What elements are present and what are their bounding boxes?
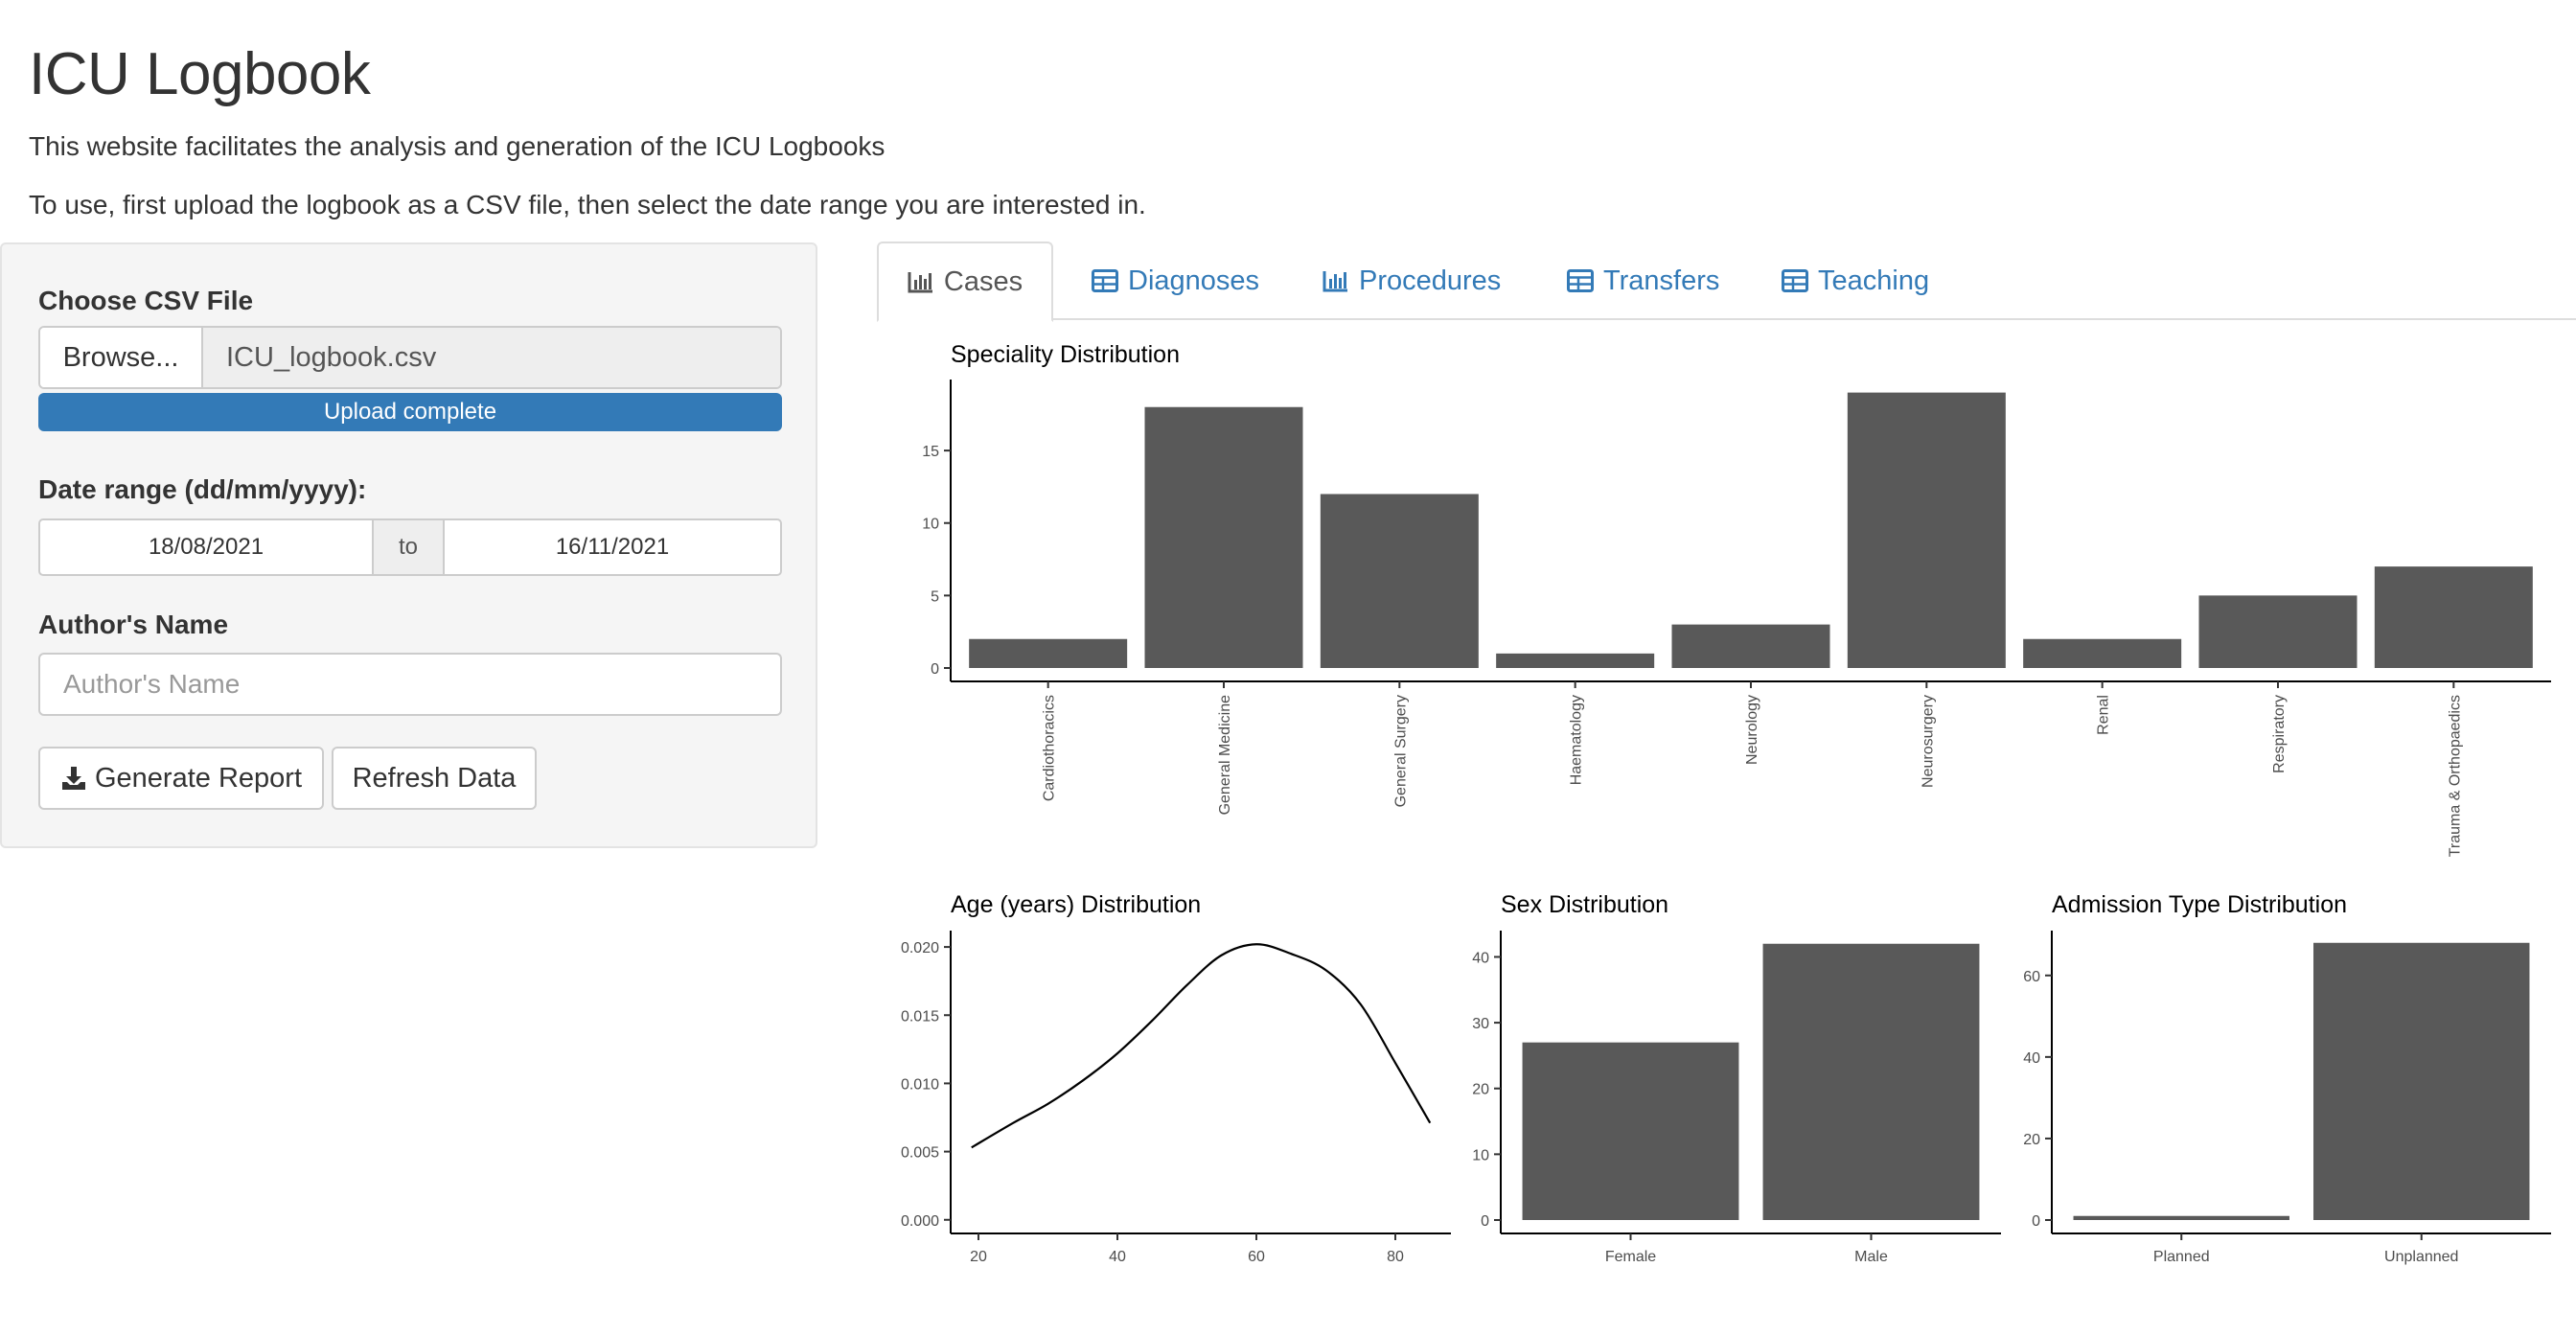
bar-trauma-orthopaedics [2374, 566, 2533, 668]
x-tick-label: 40 [1109, 1249, 1126, 1265]
instructions-text: To use, first upload the logbook as a CS… [29, 190, 1146, 219]
tab-procedures[interactable]: Procedures [1322, 242, 1501, 320]
chart-title: Admission Type Distribution [2052, 891, 2347, 918]
tab-diagnoses-label: Diagnoses [1128, 265, 1260, 296]
tab-cases-label: Cases [943, 265, 1024, 297]
y-tick-label: 40 [2023, 1050, 2040, 1067]
bar-general-medicine [1144, 406, 1303, 668]
tab-diagnoses[interactable]: Diagnoses [1092, 242, 1259, 320]
sidebar-panel: Choose CSV File Browse... ICU_logbook.cs… [0, 242, 817, 848]
tab-transfers[interactable]: Transfers [1567, 242, 1719, 320]
y-tick-label: 10 [1472, 1147, 1489, 1163]
x-tick-label: Trauma & Orthopaedics [2447, 695, 2463, 857]
date-range-input: 18/08/2021 to 16/11/2021 [38, 518, 782, 576]
bar-chart-icon [908, 272, 932, 293]
tab-teaching[interactable]: Teaching [1782, 242, 1929, 320]
bar-neurology [1671, 624, 1830, 668]
table-icon [1567, 269, 1594, 292]
download-icon [61, 767, 85, 790]
y-tick-label: 15 [922, 444, 939, 460]
bar-unplanned [2313, 942, 2530, 1220]
bar-respiratory [2198, 595, 2358, 668]
x-tick-label: General Medicine [1217, 695, 1233, 816]
x-tick-label: Planned [2153, 1249, 2210, 1265]
file-input-label: Choose CSV File [38, 286, 254, 315]
x-tick-label: Cardiothoracics [1042, 695, 1058, 801]
x-tick-label: Renal [2096, 695, 2112, 735]
y-tick-label: 0.005 [901, 1145, 939, 1162]
author-name-input[interactable]: Author's Name [38, 653, 782, 716]
tab-procedures-label: Procedures [1359, 265, 1502, 296]
table-icon [1782, 269, 1808, 292]
y-tick-label: 0.000 [901, 1213, 939, 1230]
y-tick-label: 20 [1472, 1082, 1489, 1098]
browse-button[interactable]: Browse... [40, 328, 203, 387]
y-tick-label: 10 [922, 517, 939, 533]
chart-title: Speciality Distribution [951, 341, 1180, 368]
page-title: ICU Logbook [29, 41, 371, 107]
x-tick-label: Male [1854, 1249, 1888, 1265]
y-tick-label: 0.010 [901, 1076, 939, 1093]
date-range-separator: to [372, 520, 445, 574]
bar-cardiothoracics [969, 638, 1128, 668]
x-tick-label: Haematology [1569, 695, 1585, 785]
tab-teaching-label: Teaching [1818, 265, 1930, 296]
y-tick-label: 0 [2032, 1213, 2040, 1230]
x-tick-label: Unplanned [2384, 1249, 2458, 1265]
file-input-group: Browse... ICU_logbook.csv [38, 326, 782, 389]
y-tick-label: 0.015 [901, 1008, 939, 1025]
date-range-label: Date range (dd/mm/yyyy): [38, 474, 367, 504]
bar-haematology [1496, 653, 1655, 668]
x-tick-label: Female [1605, 1249, 1656, 1265]
y-tick-label: 20 [2023, 1132, 2040, 1148]
tab-transfers-label: Transfers [1603, 265, 1720, 296]
generate-report-button[interactable]: Generate Report [38, 747, 324, 810]
chart-title: Sex Distribution [1501, 891, 1668, 918]
x-tick-label: 80 [1387, 1249, 1404, 1265]
date-start-input[interactable]: 18/08/2021 [148, 534, 264, 560]
bar-renal [2023, 638, 2182, 668]
y-tick-label: 0.020 [901, 940, 939, 956]
x-tick-label: General Surgery [1392, 695, 1409, 807]
y-tick-label: 60 [2023, 969, 2040, 985]
intro-text: This website facilitates the analysis an… [29, 131, 886, 161]
date-end-input[interactable]: 16/11/2021 [555, 534, 670, 560]
author-name-label: Author's Name [38, 610, 229, 639]
file-name-field[interactable]: ICU_logbook.csv [203, 328, 780, 387]
y-tick-label: 0 [931, 661, 939, 678]
upload-progress-bar: Upload complete [38, 393, 782, 431]
refresh-data-button[interactable]: Refresh Data [332, 747, 537, 810]
x-tick-label: Neurosurgery [1920, 695, 1936, 788]
bar-general-surgery [1320, 494, 1479, 668]
tab-cases[interactable]: Cases [877, 242, 1053, 322]
x-tick-label: Respiratory [2271, 695, 2288, 773]
x-tick-label: 20 [970, 1249, 987, 1265]
y-tick-label: 30 [1472, 1016, 1489, 1032]
bar-neurosurgery [1847, 392, 2006, 668]
table-icon [1092, 269, 1118, 292]
tab-bar: Cases Diagnoses Procedures Transfers Tea… [877, 242, 2576, 322]
bar-female [1522, 1042, 1739, 1220]
chart-title: Age (years) Distribution [951, 891, 1201, 918]
x-tick-label: Neurology [1744, 695, 1760, 765]
bar-chart-icon [1322, 271, 1347, 292]
age-density-line [971, 943, 1432, 1149]
y-tick-label: 5 [931, 588, 939, 605]
bar-male [1762, 943, 1980, 1220]
generate-report-label: Generate Report [94, 762, 302, 794]
x-tick-label: 60 [1248, 1249, 1265, 1265]
y-tick-label: 0 [1481, 1213, 1489, 1230]
y-tick-label: 40 [1472, 950, 1489, 966]
bar-planned [2073, 1215, 2289, 1220]
